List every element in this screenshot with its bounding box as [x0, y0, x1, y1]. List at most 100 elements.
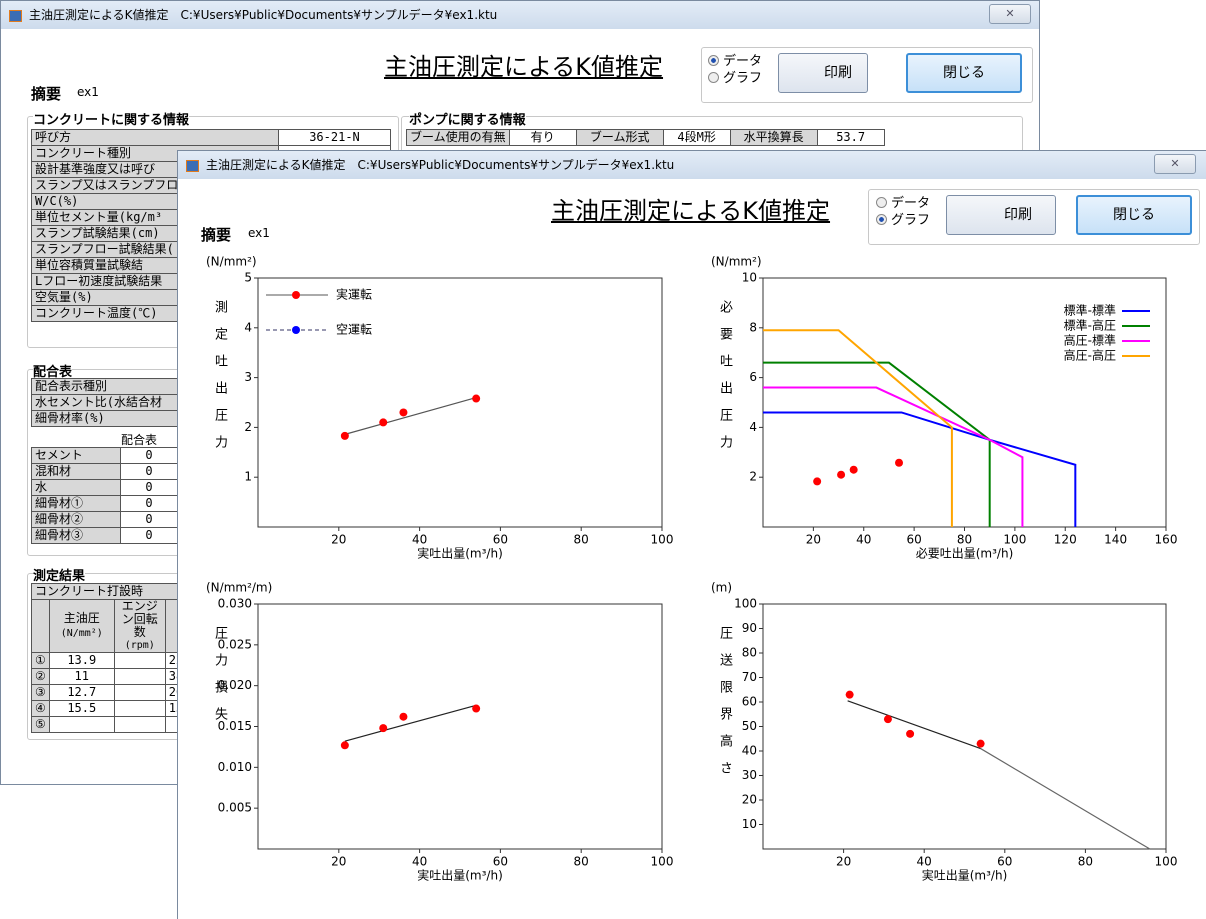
view-radio[interactable]: データ グラフ [876, 195, 930, 229]
x-tick-label: 60 [493, 533, 508, 547]
row: 細骨材③ 0 [31, 527, 178, 544]
radio-dot [708, 55, 719, 66]
y-tick-label: 10 [742, 817, 757, 831]
cell-label: セメント [31, 447, 121, 464]
legend-marker [292, 291, 300, 299]
col-unit: (N/mm²) [60, 628, 103, 639]
cell-label: ブーム形式 [575, 129, 664, 146]
summary-value: ex1 [248, 226, 270, 240]
axis-unit: (N/mm²/m) [206, 581, 272, 595]
legend-label: 標準-標準 [1064, 303, 1116, 318]
cell-value: 0 [120, 479, 178, 496]
y-tick-label: 5 [244, 271, 252, 285]
y-tick-label: 80 [742, 646, 757, 660]
x-tick-label: 80 [574, 533, 589, 547]
y-tick-label: 70 [742, 670, 757, 684]
radio-label: グラフ [891, 213, 931, 228]
cell: ② [31, 668, 50, 685]
line [847, 700, 981, 750]
y-axis-label: 圧送限界高さ [717, 626, 732, 788]
y-tick-label: 90 [742, 621, 757, 635]
cell [113, 700, 166, 717]
radio-label: グラフ [723, 71, 763, 86]
section-title: コンクリートに関する情報 [33, 109, 190, 128]
point [399, 712, 408, 721]
y-tick-label: 20 [742, 793, 757, 807]
axis-unit: (N/mm²) [206, 255, 257, 269]
heading: 主油圧測定によるK値推定 [384, 53, 664, 81]
cell-value: 0 [120, 511, 178, 528]
radio-option: グラフ [876, 212, 930, 229]
row: 細骨材② 0 [31, 511, 178, 528]
legend-label: 高圧-高圧 [1064, 348, 1116, 363]
cell-value: 有り [508, 129, 577, 146]
print-button[interactable]: 印刷 [946, 195, 1056, 235]
x-tick-label: 100 [651, 855, 674, 869]
x-tick-label: 120 [1054, 533, 1077, 547]
point [845, 690, 854, 699]
plot-area [257, 603, 663, 850]
point [883, 715, 892, 724]
y-tick-label: 1 [244, 470, 252, 484]
x-axis-label: 実吐出量(m³/h) [417, 868, 503, 883]
line [344, 704, 477, 742]
cell-label: 呼び方 [31, 129, 279, 146]
y-tick-label: 4 [244, 320, 252, 334]
view-radio[interactable]: データ グラフ [708, 53, 762, 87]
heading: 主油圧測定によるK値推定 [551, 197, 831, 225]
cell-label: ブーム使用の有無 [406, 129, 510, 146]
legend-label: 実運転 [336, 287, 372, 302]
cell-value: 53.7 [816, 129, 885, 146]
cell-label: 水 [31, 479, 121, 496]
cell-label: 水平換算長 [729, 129, 818, 146]
line [980, 748, 1151, 850]
x-tick-label: 40 [412, 855, 427, 869]
radio-option: データ [876, 195, 930, 212]
point [379, 418, 388, 427]
x-tick-label: 80 [957, 533, 972, 547]
print-button[interactable]: 印刷 [778, 53, 868, 93]
x-tick-label: 60 [493, 855, 508, 869]
close-button[interactable]: 閉じる [1076, 195, 1192, 235]
close-x[interactable]: ✕ [1154, 154, 1196, 174]
row: セメント 0 [31, 447, 178, 464]
y-tick-label: 2 [244, 420, 252, 434]
mix-header: 配合表 [121, 433, 158, 447]
cell: 11 [48, 668, 115, 685]
y-tick-label: 50 [742, 719, 757, 733]
cell [113, 652, 166, 669]
y-tick-label: 0.020 [218, 678, 252, 692]
x-tick-label: 80 [574, 855, 589, 869]
x-tick-label: 20 [836, 855, 851, 869]
section-title: 配合表 [33, 361, 73, 380]
point [895, 458, 904, 467]
row: コンクリート打設時 [31, 583, 213, 600]
col-header: エンジン回転数 (rpm) [113, 599, 166, 653]
summary-label: 摘要 [201, 226, 232, 244]
x-tick-label: 100 [1003, 533, 1026, 547]
cell: 12.7 [48, 684, 115, 701]
cell-value: 0 [120, 527, 178, 544]
legend-label: 空運転 [336, 323, 372, 337]
cell-label: 細骨材③ [31, 527, 121, 544]
point [906, 729, 915, 738]
y-tick-label: 0.030 [218, 597, 252, 611]
y-tick-label: 100 [734, 597, 757, 611]
col-title: 主油圧 [63, 611, 100, 625]
y-tick-label: 40 [742, 744, 757, 758]
cell-label: 細骨材② [31, 511, 121, 528]
cell-label: 細骨材① [31, 495, 121, 512]
y-axis-label: 圧力損失 [212, 626, 227, 734]
col-header: 主油圧 (N/mm²) [48, 599, 115, 653]
close-x[interactable]: ✕ [989, 4, 1031, 24]
y-axis-label: 必要吐出圧力 [717, 300, 732, 462]
x-axis-label: 必要吐出量(m³/h) [916, 547, 1014, 561]
cell: ① [31, 652, 50, 669]
point [340, 431, 349, 440]
cell-value: 36-21-N [278, 129, 391, 146]
x-tick-label: 140 [1104, 533, 1127, 547]
close-button[interactable]: 閉じる [906, 53, 1022, 93]
radio-dot [708, 72, 719, 83]
cell-value: 0 [120, 463, 178, 480]
